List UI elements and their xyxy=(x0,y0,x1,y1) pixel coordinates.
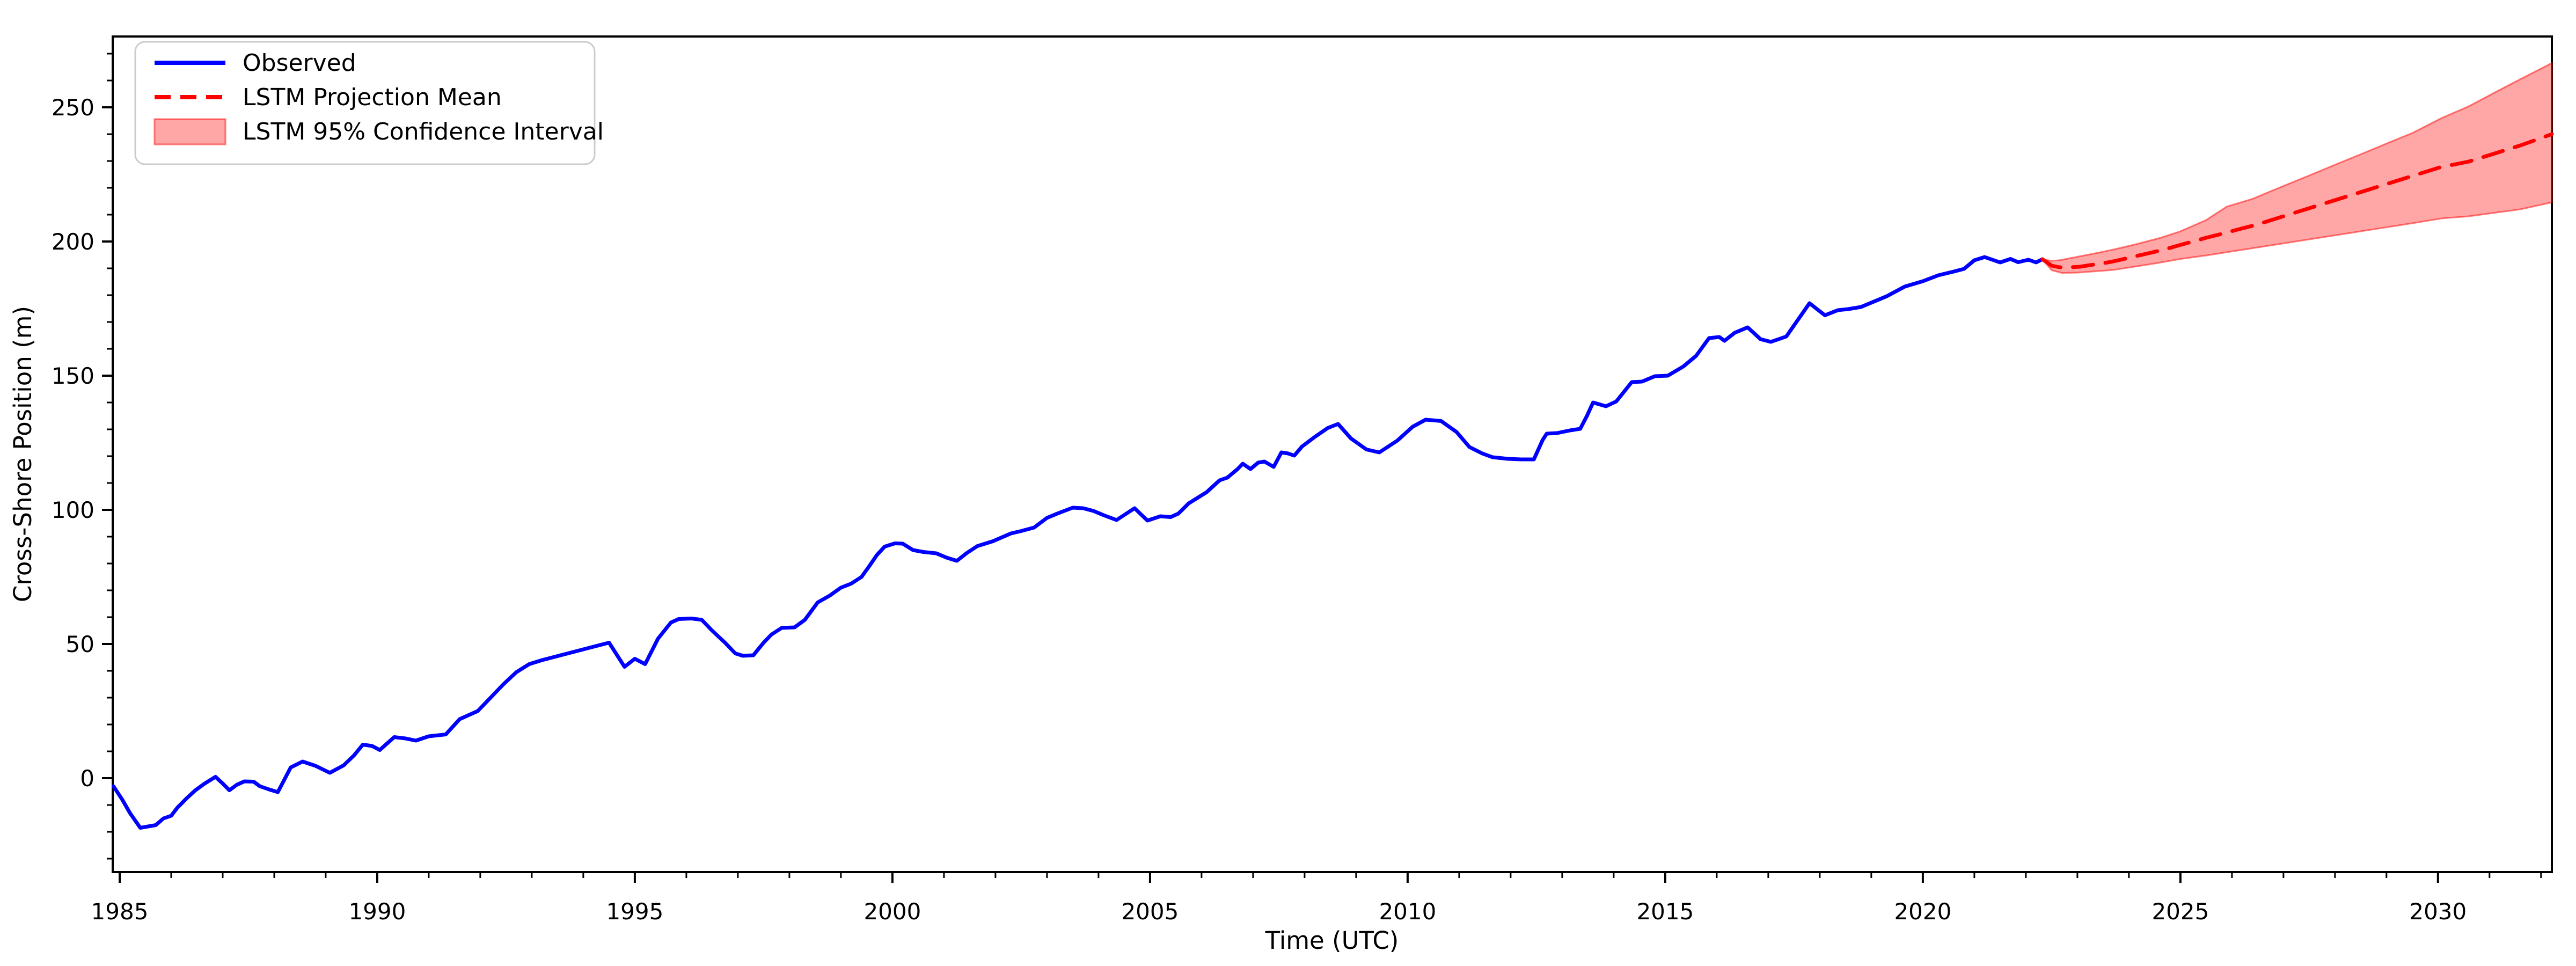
x-tick-label: 2015 xyxy=(1636,898,1694,925)
y-tick-label: 250 xyxy=(52,94,94,121)
x-tick-label: 2030 xyxy=(2409,898,2467,925)
y-tick-label: 150 xyxy=(52,363,94,389)
legend-item-confidence-interval: LSTM 95% Confidence Interval xyxy=(153,118,604,145)
y-axis-label: Cross-Shore Position (m) xyxy=(9,306,37,602)
legend-item-observed: Observed xyxy=(155,49,356,77)
x-tick-label: 1995 xyxy=(606,898,663,925)
projection-mean-line xyxy=(2040,132,2554,269)
x-tick-label: 1985 xyxy=(91,898,149,925)
x-axis-label: Time (UTC) xyxy=(1265,926,1399,955)
legend-label-observed: Observed xyxy=(243,49,356,77)
y-tick-label: 0 xyxy=(80,765,94,792)
x-axis: 1985 1990 1995 2000 2005 2010 2015 2020 2025 2030 xyxy=(91,872,2542,925)
x-tick-label: 2000 xyxy=(863,898,921,925)
legend-item-projection-mean: LSTM Projection Mean xyxy=(155,84,502,111)
confidence-band-sample-icon xyxy=(153,118,226,145)
x-tick-label: 1990 xyxy=(348,898,406,925)
series-layer xyxy=(111,132,2554,830)
confidence-band xyxy=(2040,62,2553,274)
y-tick-label: 200 xyxy=(52,229,94,255)
confidence-band-layer xyxy=(2040,62,2553,274)
x-tick-label: 2025 xyxy=(2151,898,2209,925)
legend: Observed LSTM Projection Mean LSTM 95% C… xyxy=(134,41,604,165)
legend-label-projection-mean: LSTM Projection Mean xyxy=(243,84,502,111)
y-tick-label: 100 xyxy=(52,497,94,523)
x-tick-label: 2005 xyxy=(1121,898,1179,925)
y-axis: 0 50 100 150 200 250 xyxy=(52,53,113,860)
legend-label-confidence-interval: LSTM 95% Confidence Interval xyxy=(243,118,604,145)
x-tick-label: 2020 xyxy=(1894,898,1951,925)
y-tick-label: 50 xyxy=(66,631,94,657)
x-tick-label: 2010 xyxy=(1379,898,1436,925)
observed-line xyxy=(111,255,2045,830)
plot-area xyxy=(112,35,2553,873)
legend-box xyxy=(134,41,596,165)
